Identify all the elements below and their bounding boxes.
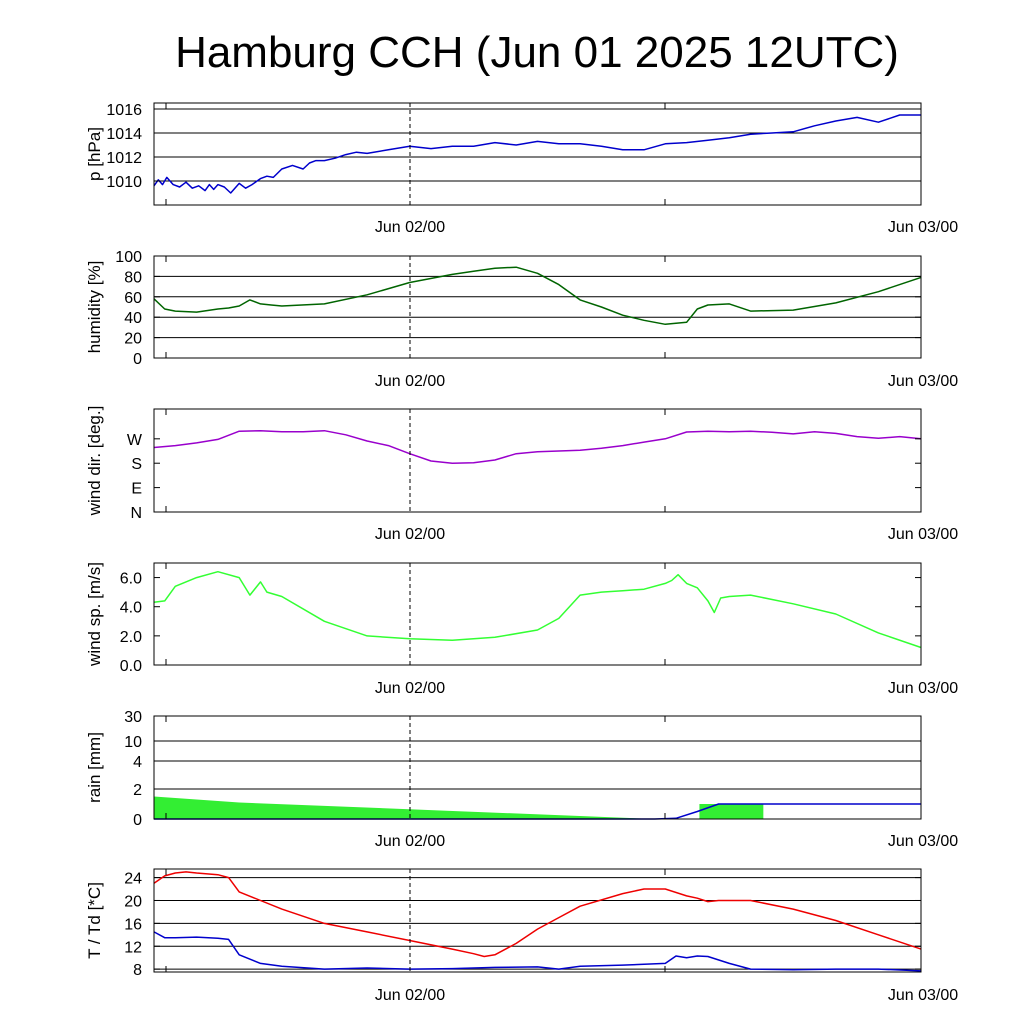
- panel-6: 8 12 16 20 24 T / Td [*C] Jun 02/00 Jun 03/00: [85, 868, 958, 1004]
- series-line-1: [153, 114, 921, 194]
- y-tick-label: S: [131, 456, 142, 473]
- panel-5: 0 2 4 10 30 rain [mm] Jun 02/00 Jun 03/00: [85, 709, 958, 850]
- x-tick-label: Jun 03/00: [888, 373, 958, 390]
- y-tick-label: N: [130, 505, 142, 522]
- panel-4: 0.0 2.0 4.0 6.0 wind sp. [m/s] Jun 02/00 Jun 0…: [85, 562, 958, 697]
- y-axis-label: wind dir. [deg.]: [85, 406, 104, 517]
- y-axis-label: wind sp. [m/s]: [85, 562, 104, 667]
- panel-frame: [153, 868, 922, 973]
- y-tick-label: 40: [124, 310, 142, 327]
- y-tick-label: 16: [124, 916, 142, 933]
- y-axis-label: p [hPa]: [85, 127, 104, 181]
- series-line-1: [153, 429, 922, 464]
- x-tick-label: Jun 03/00: [888, 219, 958, 236]
- series-line-2: [153, 931, 922, 972]
- y-tick-label: 80: [124, 269, 142, 286]
- y-tick-label: 12: [124, 939, 142, 956]
- y-tick-label: 60: [124, 290, 142, 307]
- rain-bar: [699, 804, 764, 819]
- y-axis-label: humidity [%]: [85, 261, 104, 354]
- y-tick-label: 10: [124, 734, 142, 751]
- x-tick-label: Jun 02/00: [375, 680, 445, 697]
- y-tick-label: 8: [133, 962, 142, 979]
- y-axis-label: T / Td [*C]: [85, 882, 104, 959]
- y-tick-label: 100: [115, 249, 142, 266]
- panel-2: 0 20 40 60 80 100 humidity [%] Jun 02/00 Jun 03/…: [85, 249, 958, 390]
- series-line-1: [153, 570, 922, 649]
- x-tick-label: Jun 03/00: [888, 526, 958, 543]
- y-tick-label: 2: [133, 782, 142, 799]
- x-tick-label: Jun 03/00: [888, 680, 958, 697]
- y-axis-label: rain [mm]: [85, 732, 104, 803]
- x-tick-label: Jun 02/00: [375, 833, 445, 850]
- series-line-1: [153, 266, 922, 326]
- y-tick-label: 1014: [106, 126, 142, 143]
- y-tick-label: 24: [124, 871, 142, 888]
- y-tick-label: 4: [133, 754, 142, 771]
- panel-frame: [153, 715, 922, 820]
- panel-frame: [153, 562, 922, 666]
- y-tick-label: 2.0: [120, 629, 142, 646]
- x-tick-label: Jun 02/00: [375, 526, 445, 543]
- y-tick-label: 1016: [106, 102, 142, 119]
- y-tick-label: 1012: [106, 150, 142, 167]
- x-tick-label: Jun 02/00: [375, 219, 445, 236]
- y-tick-label: 30: [124, 709, 142, 726]
- chart-title: Hamburg CCH (Jun 01 2025 12UTC): [175, 28, 899, 77]
- y-tick-label: 0.0: [120, 658, 142, 675]
- y-tick-label: W: [127, 432, 143, 449]
- rain-area-series: [154, 796, 655, 819]
- panel-frame: [153, 102, 922, 206]
- y-tick-label: E: [131, 481, 142, 498]
- x-tick-label: Jun 02/00: [375, 373, 445, 390]
- y-tick-label: 6.0: [120, 571, 142, 588]
- series-line-1: [153, 871, 922, 958]
- panel-frame: [153, 255, 922, 359]
- y-tick-label: 1010: [106, 174, 142, 191]
- x-tick-label: Jun 02/00: [375, 987, 445, 1004]
- panel-frame: [153, 408, 922, 513]
- x-tick-label: Jun 03/00: [888, 833, 958, 850]
- y-tick-label: 0: [133, 812, 142, 829]
- y-tick-label: 4.0: [120, 600, 142, 617]
- y-tick-label: 20: [124, 893, 142, 910]
- x-tick-label: Jun 03/00: [888, 987, 958, 1004]
- y-tick-label: 0: [133, 351, 142, 368]
- y-tick-label: 20: [124, 331, 142, 348]
